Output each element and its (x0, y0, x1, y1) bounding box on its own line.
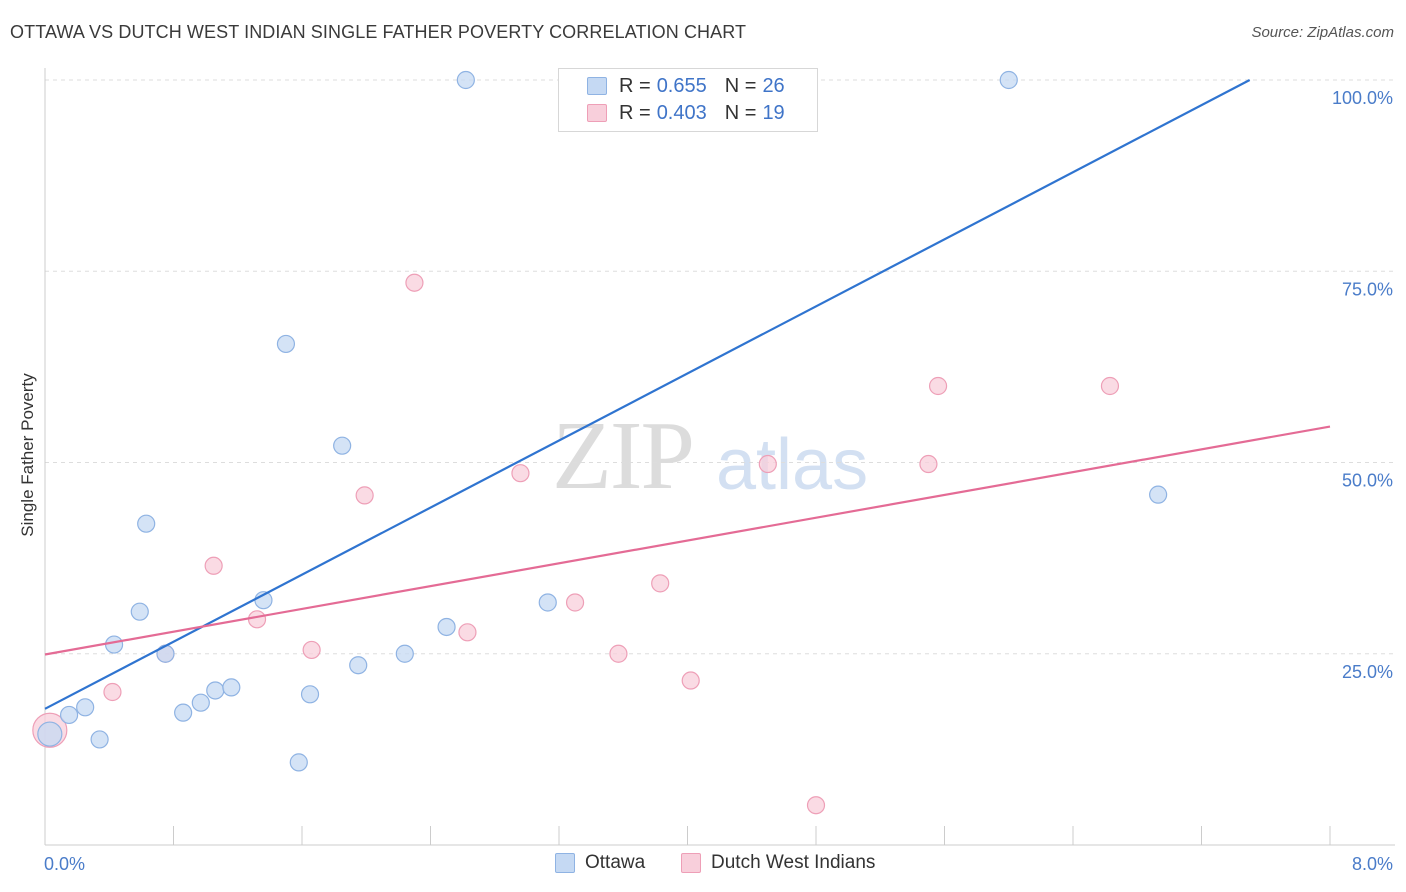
chart-title: OTTAWA VS DUTCH WEST INDIAN SINGLE FATHE… (10, 22, 747, 42)
point-dutch (458, 623, 477, 642)
correlation-legend: R = 0.655 N = 26 R = 0.403 N = 19 (558, 68, 818, 132)
legend-item-dutch[interactable]: Dutch West Indians (681, 852, 875, 874)
y-tick-label: 50.0% (1342, 471, 1393, 491)
x-tick-label-min: 0.0% (44, 854, 85, 874)
point-ottawa (1149, 485, 1168, 504)
point-ottawa (276, 334, 296, 354)
point-ottawa (222, 678, 241, 697)
legend-row-dutch: R = 0.403 N = 19 (587, 100, 785, 126)
y-tick-label: 100.0% (1332, 88, 1393, 108)
point-ottawa (300, 685, 320, 704)
ottawa-n-value: 26 (762, 74, 785, 97)
point-ottawa (90, 730, 109, 749)
point-dutch (928, 376, 948, 396)
legend-n-label: N = (724, 101, 757, 124)
point-dutch (651, 574, 670, 593)
point-dutch (204, 556, 223, 575)
point-ottawa (999, 70, 1018, 90)
point-dutch (806, 796, 826, 815)
x-tick-label-max: 8.0% (1352, 854, 1393, 874)
trendline-ottawa (44, 79, 1251, 710)
legend-item-ottawa[interactable]: Ottawa (555, 852, 645, 874)
point-ottawa (191, 693, 210, 712)
legend-n-label: N = (724, 74, 757, 97)
point-ottawa (206, 681, 225, 700)
point-dutch (103, 682, 122, 702)
legend-row-ottawa: R = 0.655 N = 26 (587, 73, 785, 99)
point-ottawa (59, 705, 79, 725)
point-ottawa (76, 698, 95, 717)
point-dutch (247, 610, 267, 629)
point-dutch (355, 486, 374, 505)
ottawa-swatch (587, 77, 607, 95)
dutch-r-value: 0.403 (656, 101, 707, 124)
point-ottawa (349, 656, 368, 675)
point-dutch (609, 644, 628, 663)
point-ottawa (37, 721, 63, 747)
legend-r-label: R = (619, 101, 651, 124)
point-ottawa (156, 644, 175, 663)
point-dutch (1100, 376, 1120, 396)
trendline-dutch (44, 425, 1331, 656)
series-legend: Ottawa Dutch West Indians (0, 852, 1406, 878)
ottawa-swatch (555, 853, 575, 873)
point-ottawa (538, 593, 557, 612)
point-ottawa (174, 703, 193, 722)
point-ottawa (395, 644, 414, 663)
dutch-swatch (587, 104, 607, 122)
point-dutch (511, 464, 530, 483)
legend-r-label: R = (619, 74, 651, 97)
ottawa-r-value: 0.655 (656, 74, 707, 97)
point-dutch (565, 593, 585, 612)
point-ottawa (456, 70, 475, 90)
point-dutch (681, 671, 700, 690)
y-tick-label: 75.0% (1342, 279, 1393, 299)
legend-label-ottawa: Ottawa (585, 852, 646, 873)
watermark-zip: ZIP (552, 402, 695, 510)
point-dutch (919, 454, 938, 474)
source-credit: Source: ZipAtlas.com (1251, 24, 1394, 41)
point-ottawa (137, 514, 156, 533)
watermark-atlas: atlas (716, 425, 869, 505)
point-dutch (758, 454, 777, 474)
point-ottawa (437, 617, 456, 637)
point-dutch (302, 640, 321, 660)
point-ottawa (104, 635, 124, 654)
dutch-swatch (681, 853, 701, 873)
point-dutch (405, 273, 424, 292)
legend-label-dutch: Dutch West Indians (711, 852, 876, 873)
y-tick-label: 25.0% (1342, 662, 1393, 682)
point-ottawa (130, 602, 149, 621)
point-ottawa (333, 436, 352, 455)
point-ottawa (289, 753, 308, 772)
dutch-n-value: 19 (762, 101, 785, 124)
